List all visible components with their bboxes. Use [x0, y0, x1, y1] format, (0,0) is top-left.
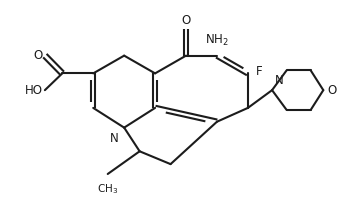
Text: HO: HO [25, 84, 43, 97]
Text: CH$_3$: CH$_3$ [97, 182, 118, 196]
Text: N: N [110, 132, 118, 145]
Text: O: O [34, 49, 43, 62]
Text: F: F [256, 65, 262, 78]
Text: O: O [327, 84, 336, 97]
Text: N: N [275, 74, 284, 87]
Text: O: O [182, 14, 191, 27]
Text: NH$_2$: NH$_2$ [205, 33, 229, 48]
